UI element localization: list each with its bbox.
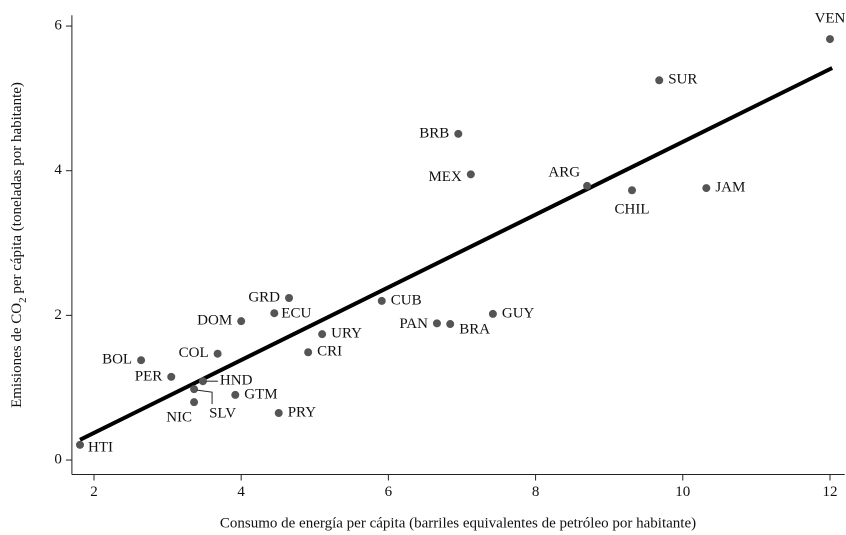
x-tick-label: 4 — [237, 484, 245, 500]
point-label: GTM — [244, 386, 277, 402]
x-axis-label: Consumo de energía per cápita (barriles … — [220, 515, 696, 531]
point — [627, 186, 636, 195]
point-label: PER — [135, 368, 163, 384]
point — [583, 181, 592, 190]
point — [304, 348, 313, 357]
point — [488, 309, 497, 318]
x-tick-label: 6 — [385, 484, 393, 500]
point — [75, 440, 84, 449]
point — [466, 170, 475, 179]
y-tick-label: 4 — [54, 162, 62, 178]
x-tick-label: 12 — [822, 484, 837, 500]
y-label-subscript: 2 — [17, 297, 29, 303]
y-label-part: per cápita (toneladas por habitante) — [9, 82, 25, 297]
x-tick-label: 10 — [675, 484, 690, 500]
leader-line — [197, 389, 213, 405]
point — [702, 184, 711, 193]
point-label: HND — [220, 373, 253, 389]
point — [190, 385, 199, 394]
point-label: COL — [179, 345, 209, 361]
point-label: NIC — [166, 410, 192, 426]
point-label: HTI — [88, 439, 113, 455]
point — [190, 398, 199, 407]
point — [825, 35, 834, 44]
point-label: URY — [331, 326, 362, 342]
y-label-part: Emisiones de CO — [9, 303, 25, 408]
y-tick-label: 0 — [54, 451, 62, 467]
y-axis-label: Emisiones de CO2 per cápita (toneladas p… — [9, 82, 28, 408]
point-label: CRI — [317, 344, 342, 360]
point — [318, 330, 327, 339]
point — [213, 349, 222, 358]
point-label: PAN — [399, 316, 428, 332]
point-label: ARG — [548, 164, 580, 180]
point — [237, 317, 246, 326]
point — [285, 294, 294, 303]
point-label: VEN — [815, 11, 846, 27]
point-label: BOL — [102, 352, 132, 368]
point — [446, 320, 455, 329]
point — [432, 319, 441, 328]
point-label: BRB — [419, 125, 449, 141]
x-tick-label: 2 — [90, 484, 98, 500]
point — [198, 377, 207, 386]
point — [270, 309, 279, 318]
point-label: BRA — [459, 321, 490, 337]
point-label: GUY — [502, 305, 535, 321]
point-label: DOM — [197, 313, 232, 329]
point-label: GRD — [248, 289, 280, 305]
y-tick-label: 2 — [54, 307, 62, 323]
point — [231, 390, 240, 399]
point — [167, 372, 176, 381]
point-label: MEX — [428, 169, 462, 185]
point — [137, 356, 146, 365]
x-tick-label: 8 — [532, 484, 540, 500]
point — [655, 76, 664, 85]
point — [454, 129, 463, 138]
point — [274, 409, 283, 418]
point — [377, 296, 386, 305]
regression-line — [79, 66, 834, 442]
point-label: SLV — [209, 406, 236, 422]
point-label: CUB — [391, 292, 422, 308]
point-label: CHIL — [614, 202, 649, 218]
point-label: ECU — [281, 306, 311, 322]
y-tick-label: 6 — [54, 17, 62, 33]
point-label: JAM — [715, 180, 745, 196]
point-label: PRY — [288, 404, 317, 420]
point-label: SUR — [668, 72, 697, 88]
